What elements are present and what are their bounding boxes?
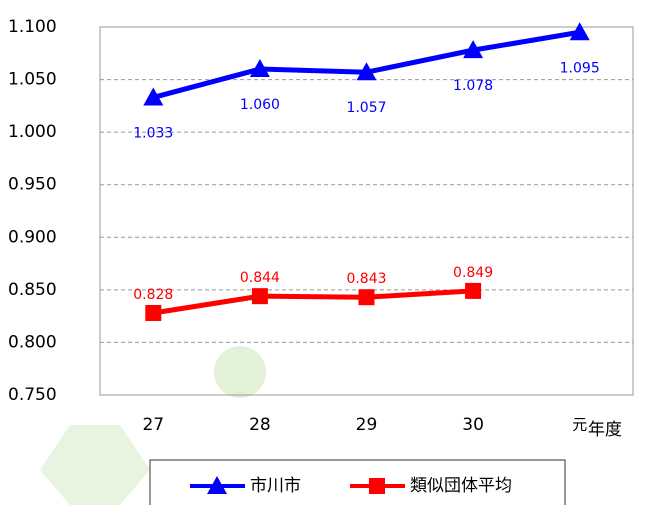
- data-label: 0.849: [453, 265, 493, 281]
- y-tick-label: 0.900: [8, 227, 57, 247]
- marker: [358, 289, 375, 306]
- y-tick-label: 0.950: [8, 175, 57, 195]
- x-tick-label: 元: [572, 416, 587, 434]
- plot-area: [99, 26, 634, 396]
- marker: [356, 62, 377, 81]
- data-label: 1.057: [346, 100, 386, 116]
- y-tick-label: 1.100: [8, 17, 57, 37]
- x-tick-label: 27: [142, 415, 164, 435]
- data-label: 1.078: [453, 78, 493, 94]
- data-label: 0.828: [133, 287, 173, 303]
- data-label: 0.844: [240, 270, 280, 286]
- data-label: 1.033: [133, 125, 173, 141]
- background-decoration: [214, 346, 266, 398]
- marker: [207, 476, 227, 494]
- y-tick-label: 0.750: [8, 385, 57, 405]
- marker: [143, 87, 164, 106]
- marker: [249, 59, 270, 78]
- background-decoration: [40, 425, 150, 505]
- y-tick-label: 0.800: [8, 332, 57, 352]
- x-tick-label: 29: [356, 415, 378, 435]
- marker: [145, 304, 162, 321]
- marker: [465, 282, 482, 299]
- legend-label: 市川市: [250, 476, 301, 496]
- legend-label: 類似団体平均: [410, 476, 512, 496]
- marker: [251, 288, 268, 305]
- data-label: 1.095: [560, 60, 600, 76]
- data-label: 0.843: [346, 271, 386, 287]
- marker: [463, 40, 484, 59]
- y-tick-label: 0.850: [8, 280, 57, 300]
- y-tick-label: 1.000: [8, 122, 57, 142]
- series-line: [152, 288, 474, 316]
- data-label: 1.060: [240, 97, 280, 113]
- x-tick-label: 30: [462, 415, 484, 435]
- marker: [369, 478, 385, 494]
- y-tick-label: 1.050: [8, 70, 57, 90]
- x-axis-label: 年度: [588, 420, 622, 440]
- x-tick-label: 28: [249, 415, 271, 435]
- marker: [569, 22, 590, 41]
